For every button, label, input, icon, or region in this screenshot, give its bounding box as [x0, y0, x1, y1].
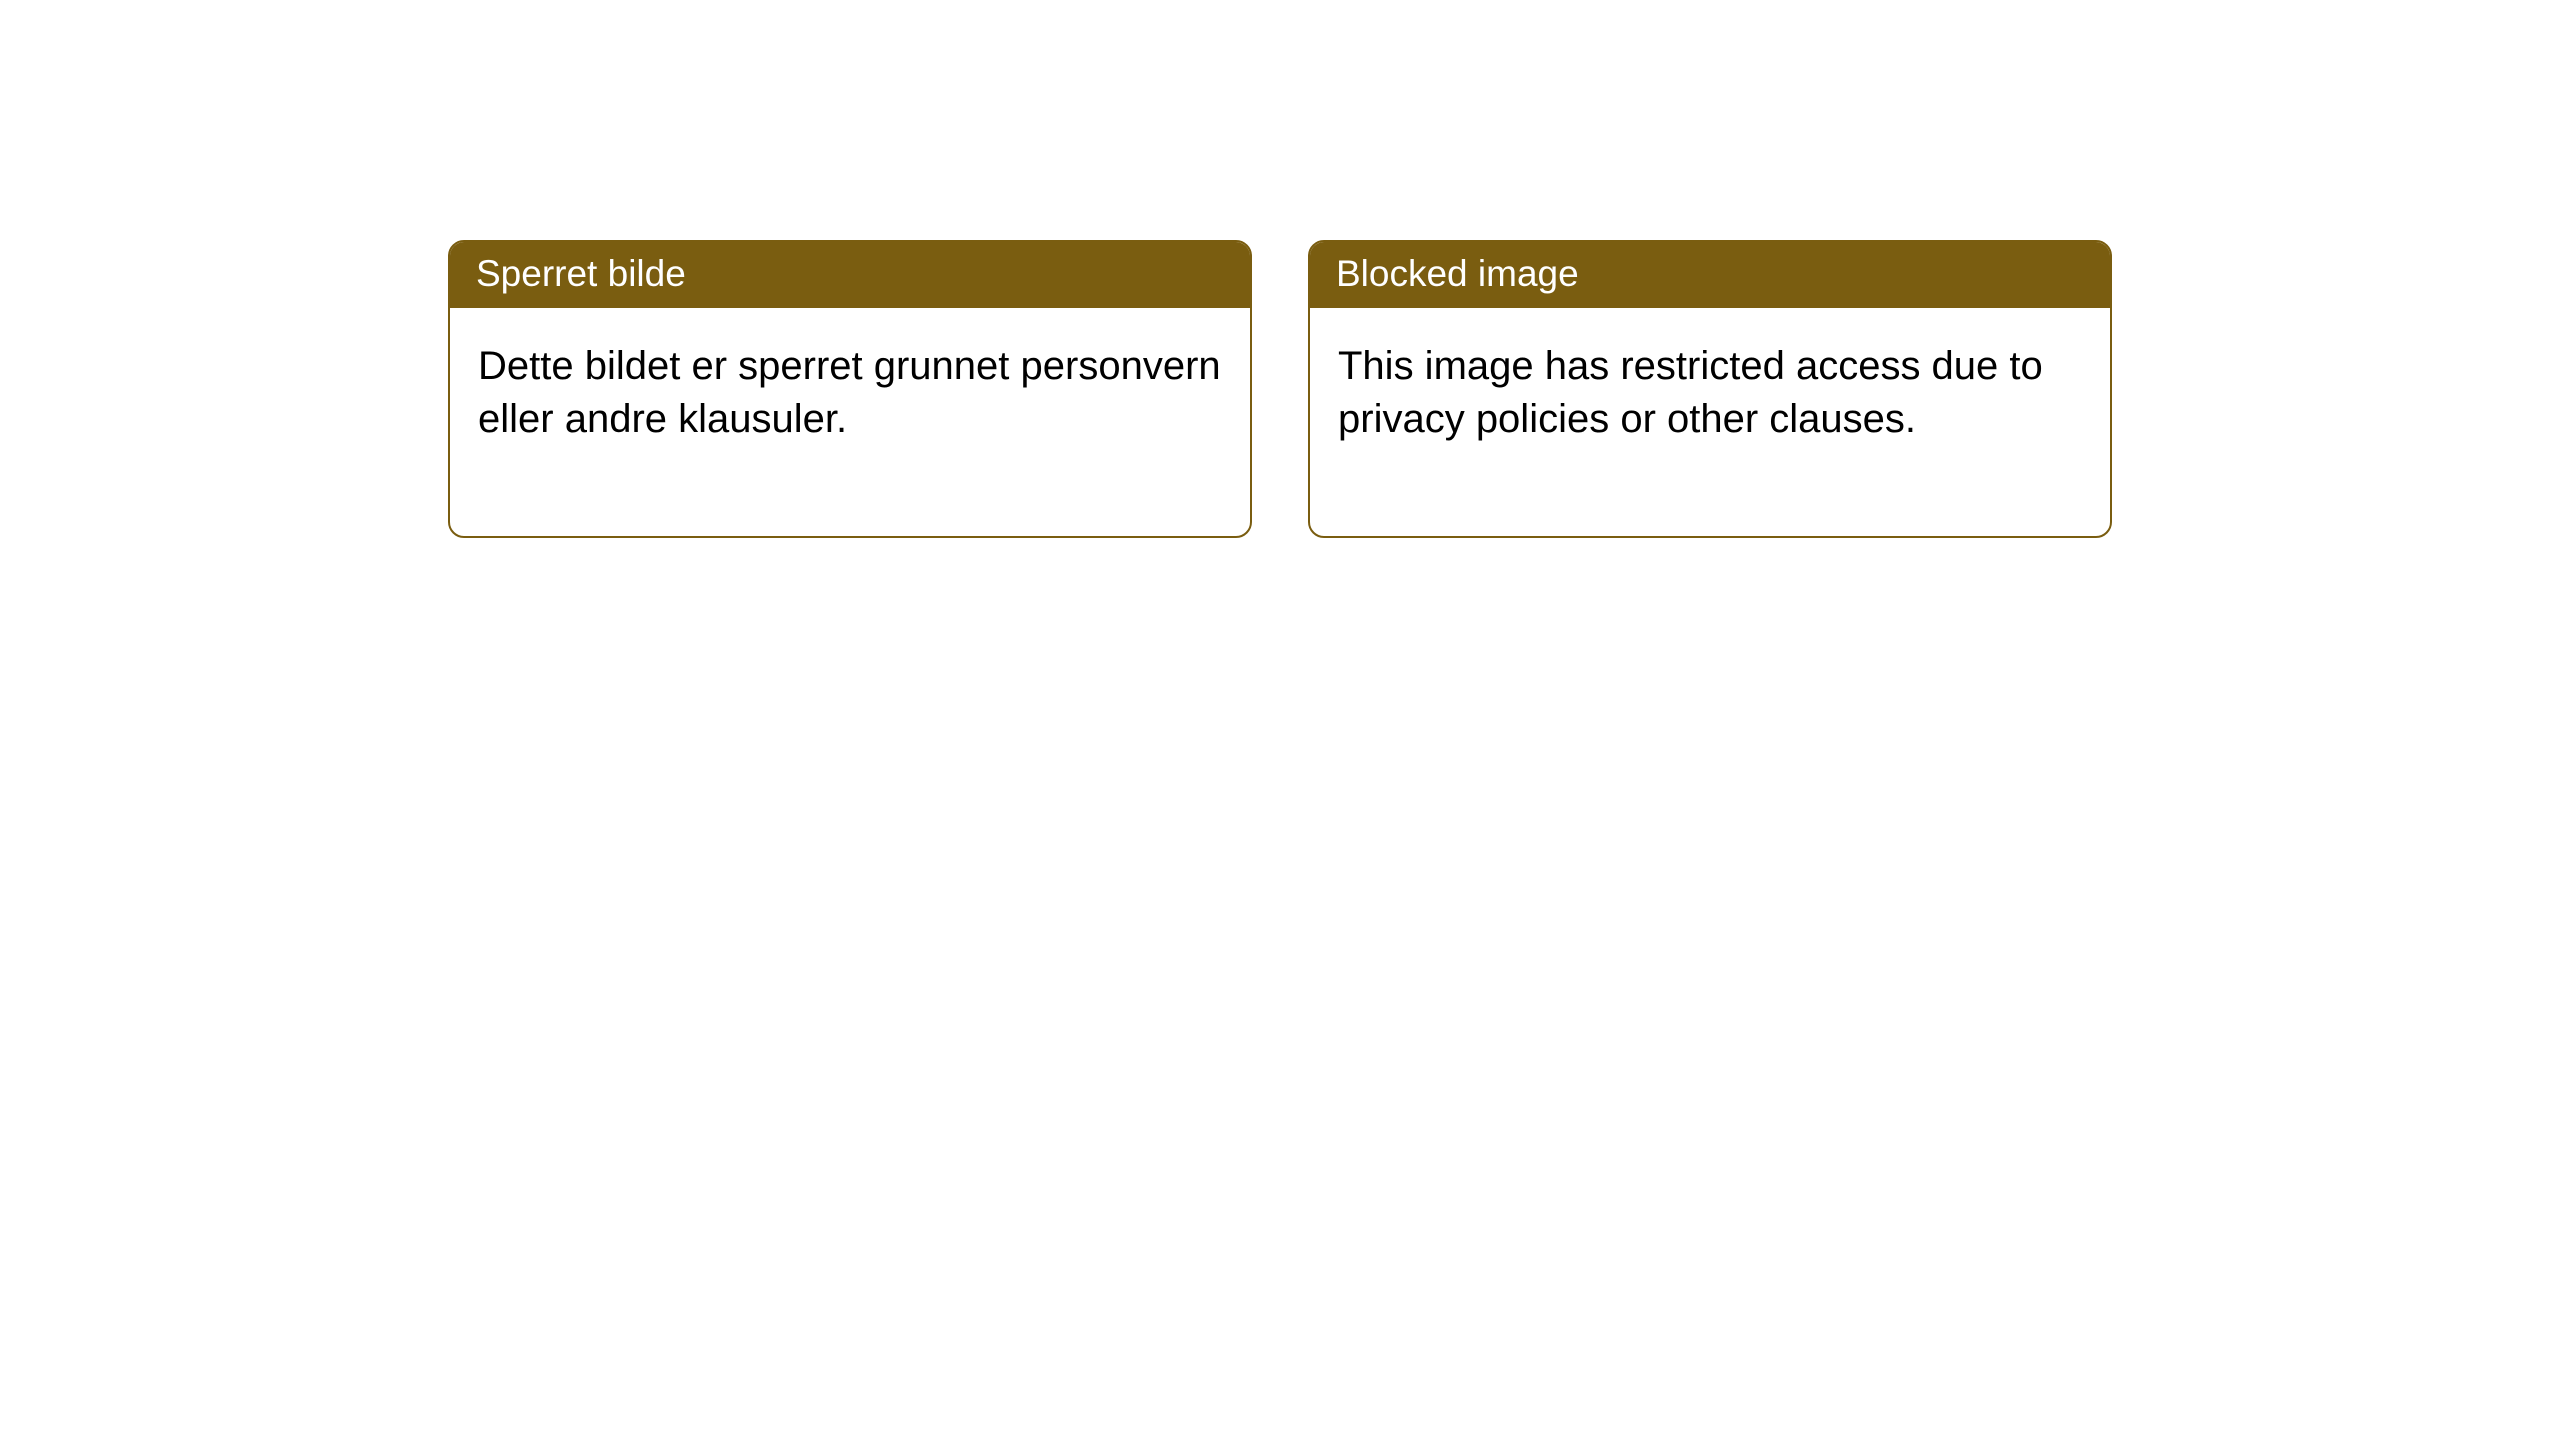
notice-header: Sperret bilde — [450, 242, 1250, 308]
notice-body: Dette bildet er sperret grunnet personve… — [450, 308, 1250, 536]
notice-card-english: Blocked image This image has restricted … — [1308, 240, 2112, 538]
notice-container: Sperret bilde Dette bildet er sperret gr… — [0, 0, 2560, 538]
notice-card-norwegian: Sperret bilde Dette bildet er sperret gr… — [448, 240, 1252, 538]
notice-body: This image has restricted access due to … — [1310, 308, 2110, 536]
notice-header: Blocked image — [1310, 242, 2110, 308]
